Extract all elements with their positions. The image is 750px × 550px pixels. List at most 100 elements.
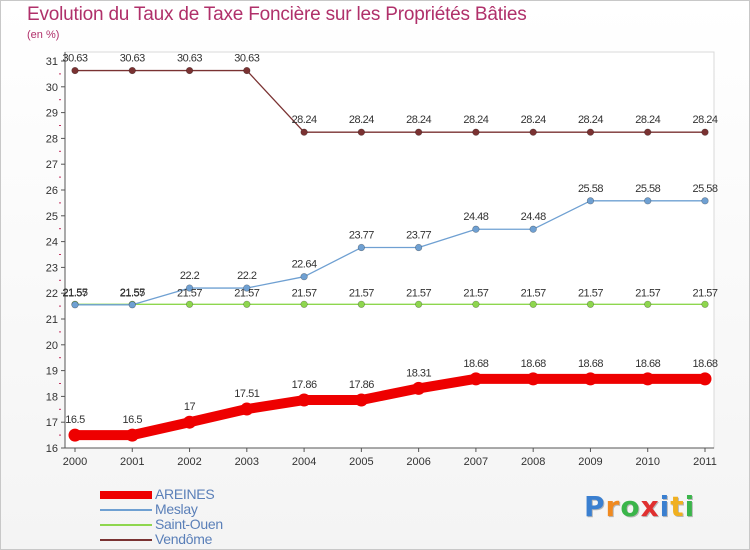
- data-point: [701, 128, 709, 136]
- data-point: [412, 381, 426, 395]
- data-point: [698, 372, 712, 386]
- data-point: [357, 300, 365, 308]
- data-point: [243, 66, 251, 75]
- data-label: 23.77: [349, 230, 374, 242]
- data-label: 25.58: [692, 183, 717, 195]
- data-label: 18.68: [578, 358, 603, 370]
- data-label: 21.57: [578, 287, 603, 299]
- data-point: [644, 300, 652, 308]
- data-point: [529, 225, 537, 233]
- data-point: [641, 372, 655, 386]
- data-point: [300, 300, 308, 308]
- data-point: [243, 284, 251, 292]
- x-tick-label: 2003: [235, 456, 259, 468]
- x-tick-label: 2007: [464, 456, 488, 468]
- data-label: 21.57: [177, 287, 202, 299]
- data-label: 18.31: [406, 367, 431, 379]
- data-point: [472, 128, 480, 136]
- legend-swatch: [100, 524, 152, 526]
- y-tick-label: 29: [46, 108, 58, 120]
- data-label: 28.24: [463, 114, 488, 126]
- logo-letter: i: [659, 490, 671, 523]
- data-label: 22.64: [292, 259, 317, 271]
- data-label: 25.58: [578, 183, 603, 195]
- data-point: [240, 402, 254, 416]
- y-tick-label: 16: [46, 443, 58, 455]
- legend-label: AREINES: [155, 486, 215, 502]
- data-point: [701, 197, 709, 205]
- data-point: [415, 300, 423, 308]
- legend-label: Meslay: [155, 501, 198, 517]
- data-label: 17.51: [234, 388, 259, 400]
- data-point: [415, 128, 423, 136]
- y-axis-unit: (en %): [27, 29, 60, 41]
- data-label: 28.24: [692, 114, 717, 126]
- data-label: 21.57: [692, 287, 717, 299]
- x-tick-label: 2006: [406, 456, 430, 468]
- logo-letter: r: [605, 490, 621, 523]
- data-point: [644, 197, 652, 205]
- logo-letter: i: [684, 490, 696, 523]
- y-tick-label: 28: [46, 133, 58, 145]
- series-line-vendôme: [74, 69, 706, 133]
- x-tick-label: 2010: [635, 456, 659, 468]
- data-label: 21.57: [521, 287, 546, 299]
- logo-letter: o: [620, 490, 641, 523]
- y-tick-label: 27: [46, 159, 58, 171]
- plot-area: [64, 51, 715, 449]
- x-tick-label: 2000: [63, 456, 87, 468]
- data-label: 21.55: [62, 287, 87, 299]
- data-point: [71, 66, 79, 75]
- x-tick-label: 2001: [120, 456, 144, 468]
- data-point: [297, 393, 311, 407]
- data-point: [529, 300, 537, 308]
- y-tick-label: 20: [46, 340, 58, 352]
- data-point: [128, 66, 136, 75]
- data-label: 30.63: [120, 53, 145, 65]
- data-label: 21.57: [120, 287, 145, 299]
- data-point: [300, 273, 308, 281]
- data-label: 28.24: [406, 114, 431, 126]
- data-point: [185, 66, 194, 75]
- data-label: 18.68: [635, 358, 660, 370]
- legend-item-saint-ouen: Saint-Ouen: [100, 516, 320, 532]
- legend-swatch: [100, 539, 152, 541]
- data-label: 30.63: [177, 53, 202, 65]
- x-tick-label: 2004: [292, 456, 316, 468]
- data-label: 24.48: [521, 211, 546, 223]
- data-label: 28.24: [349, 114, 374, 126]
- x-tick-label: 2005: [349, 456, 373, 468]
- data-label: 16.5: [123, 414, 143, 426]
- data-label: 28.24: [635, 114, 660, 126]
- x-tick-label: 2008: [521, 456, 545, 468]
- legend-swatch: [100, 509, 152, 511]
- data-point: [68, 428, 82, 442]
- legend-item-areines: AREINES: [100, 486, 320, 502]
- legend-label: Saint-Ouen: [155, 516, 223, 532]
- data-label: 21.57: [349, 287, 374, 299]
- data-point: [583, 372, 597, 386]
- data-point: [701, 300, 709, 308]
- data-label: 30.63: [234, 53, 259, 65]
- data-label: 17.86: [292, 379, 317, 391]
- y-tick-label: 19: [46, 366, 58, 378]
- y-tick-label: 24: [46, 237, 58, 249]
- data-label: 28.24: [292, 114, 317, 126]
- y-tick-label: 18: [46, 391, 58, 403]
- series-line-areines: [70, 373, 710, 441]
- proxiti-logo: Proxiti: [584, 490, 695, 523]
- y-tick-label: 26: [46, 185, 58, 197]
- data-point: [71, 301, 79, 309]
- data-label: 18.68: [692, 358, 717, 370]
- legend-swatch: [100, 491, 152, 499]
- x-tick-label: 2002: [177, 456, 201, 468]
- data-point: [357, 243, 365, 252]
- data-point: [300, 128, 308, 136]
- legend-label: Vendôme: [155, 531, 213, 547]
- logo-letter: P: [584, 490, 606, 523]
- data-label: 18.68: [521, 358, 546, 370]
- data-label: 25.58: [635, 183, 660, 195]
- data-label: 17: [184, 401, 196, 413]
- data-point: [354, 393, 368, 407]
